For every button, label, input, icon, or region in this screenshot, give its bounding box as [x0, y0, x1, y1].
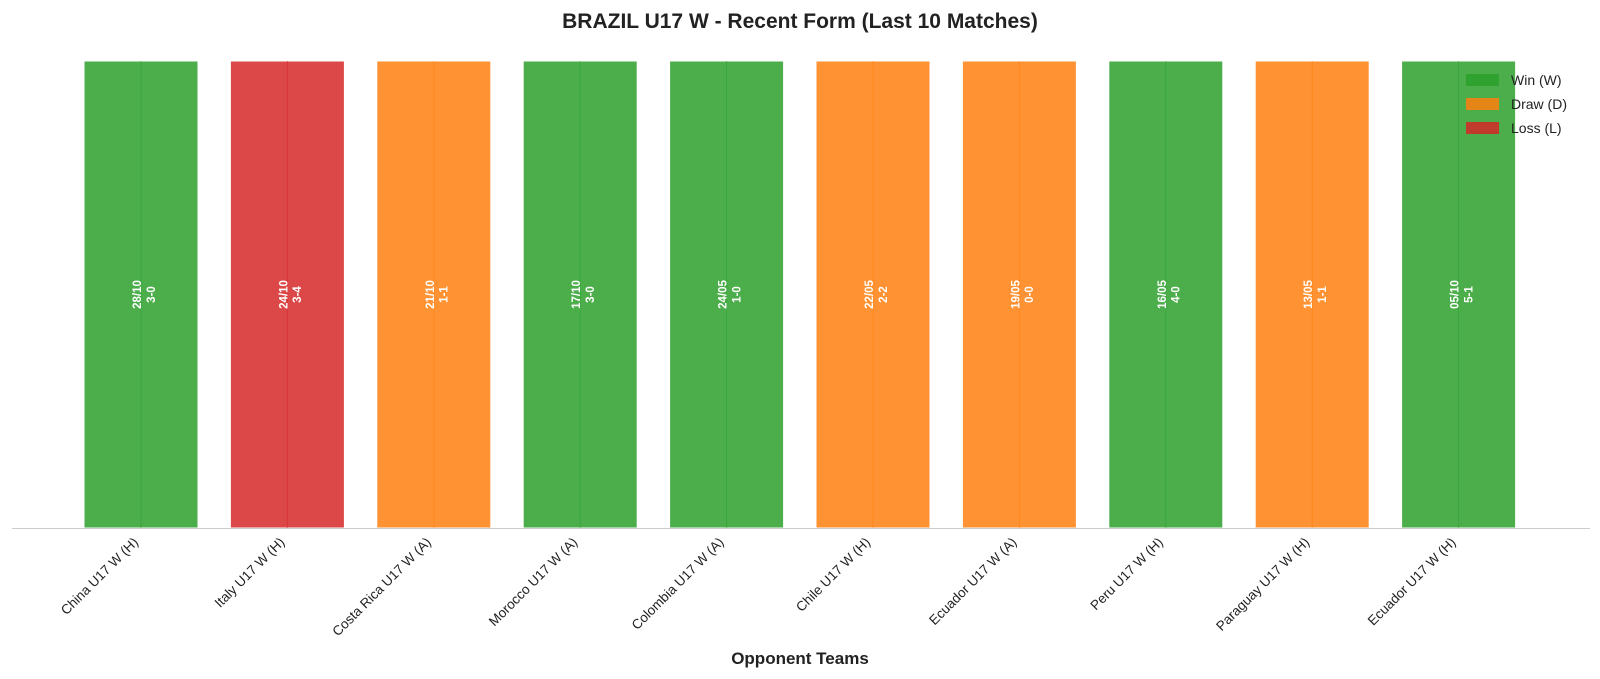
- match-date: 16/05: [1157, 280, 1169, 309]
- bars-layer: 28/10 3-0 24/10 3-4 21/10 1-1 17/10 3-0 24/05 1-0…: [83, 60, 1517, 529]
- x-axis-label: Opponent Teams: [731, 649, 869, 668]
- chart-title: BRAZIL U17 W - Recent Form (Last 10 Matc…: [562, 10, 1038, 33]
- bar-label: 19/05 0-0: [1010, 280, 1036, 309]
- bar-label: 05/10 5-1: [1450, 280, 1476, 309]
- match-date: 19/05: [1010, 280, 1022, 309]
- match-date: 28/10: [132, 280, 144, 309]
- legend: Win (W) Draw (D) Loss (L): [1466, 72, 1567, 136]
- x-tick-label: Paraguay U17 W (H): [1213, 535, 1312, 634]
- bar-label: 13/05 1-1: [1303, 280, 1329, 309]
- match-score: 1-1: [1317, 286, 1329, 303]
- bar-label: 21/10 1-1: [425, 280, 451, 309]
- x-tick-label: Ecuador U17 W (A): [926, 535, 1019, 628]
- x-tick-label: China U17 W (H): [58, 535, 141, 618]
- legend-swatch-D: [1466, 98, 1499, 110]
- x-tick-label: Peru U17 W (H): [1087, 535, 1166, 614]
- match-date: 24/10: [278, 280, 290, 309]
- match-score: 3-4: [292, 286, 304, 303]
- match-score: 5-1: [1463, 286, 1475, 303]
- match-score: 3-0: [585, 286, 597, 303]
- match-score: 4-0: [1171, 286, 1183, 303]
- bar-label: 16/05 4-0: [1157, 280, 1183, 309]
- match-date: 05/10: [1450, 280, 1462, 309]
- bar-label: 24/05 1-0: [718, 280, 744, 309]
- match-date: 24/05: [718, 280, 730, 309]
- match-date: 17/10: [571, 280, 583, 309]
- x-tick-labels: China U17 W (H) Italy U17 W (H) Costa Rica…: [58, 535, 1459, 639]
- x-tick-label: Costa Rica U17 W (A): [329, 535, 433, 639]
- legend-label: Win (W): [1511, 72, 1562, 88]
- match-date: 22/05: [864, 280, 876, 309]
- match-date: 21/10: [425, 280, 437, 309]
- x-tick-label: Colombia U17 W (A): [629, 535, 727, 633]
- bar-label: 28/10 3-0: [132, 280, 158, 309]
- bar-label: 24/10 3-4: [278, 280, 304, 309]
- match-score: 2-2: [878, 286, 890, 303]
- x-tick-label: Morocco U17 W (A): [486, 535, 580, 629]
- bar-label: 22/05 2-2: [864, 280, 890, 309]
- match-date: 13/05: [1303, 280, 1315, 309]
- match-score: 0-0: [1024, 286, 1036, 303]
- x-tick-label: Chile U17 W (H): [793, 535, 873, 615]
- match-score: 3-0: [146, 286, 158, 303]
- match-score: 1-1: [439, 286, 451, 303]
- x-tick-label: Ecuador U17 W (H): [1365, 535, 1459, 629]
- legend-label: Loss (L): [1511, 120, 1562, 136]
- legend-swatch-L: [1466, 122, 1499, 134]
- bar-label: 17/10 3-0: [571, 280, 597, 309]
- x-tick-label: Italy U17 W (H): [212, 535, 288, 611]
- match-score: 1-0: [731, 286, 743, 303]
- legend-swatch-W: [1466, 74, 1499, 86]
- legend-label: Draw (D): [1511, 96, 1567, 112]
